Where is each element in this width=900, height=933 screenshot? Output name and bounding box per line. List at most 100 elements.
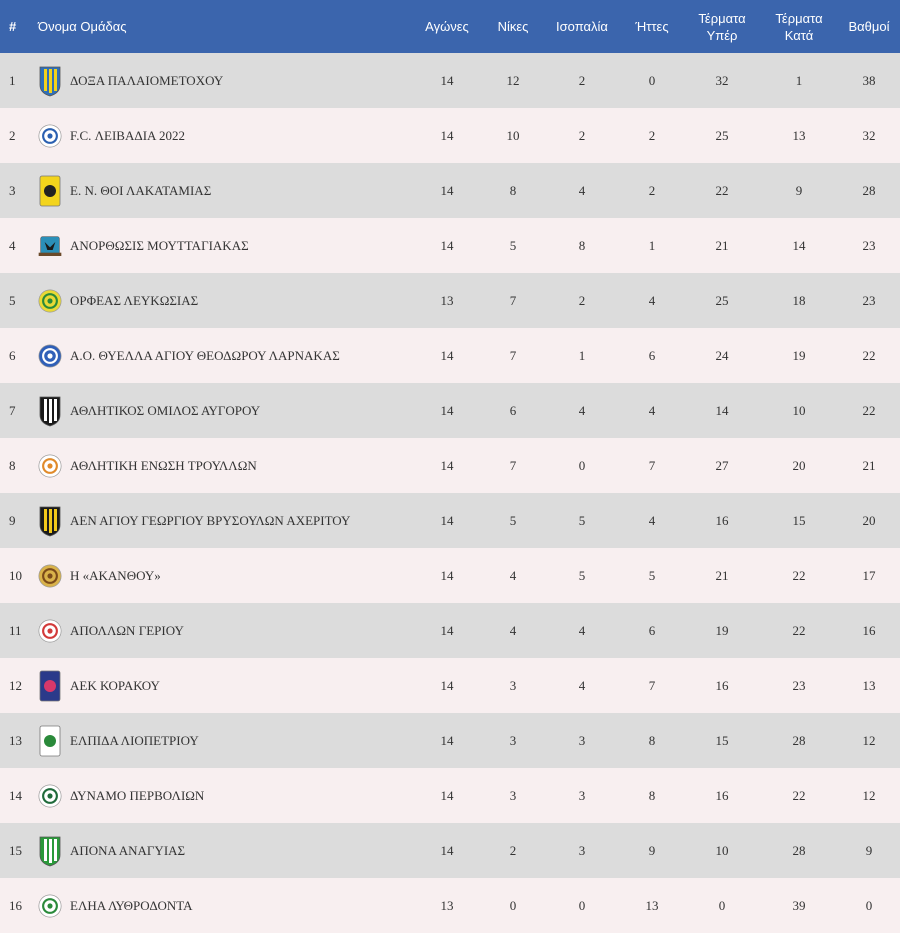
wins-cell: 6 [509,402,517,418]
team-cell[interactable]: ΑΕΚ ΚΟΡΑΚΟΥ [32,658,412,713]
goals-against-cell: 22 [792,622,806,638]
losses-cell: 2 [648,182,656,198]
table-row[interactable]: 14 ΔΥΝΑΜΟ ΠΕΡΒΟΛΙΩΝ 14 3 3 8 16 22 12 [0,768,900,823]
team-name[interactable]: ΔΥΝΑΜΟ ΠΕΡΒΟΛΙΩΝ [70,787,205,803]
team-name[interactable]: ΑΠΟΝΑ ΑΝΑΓΥΙΑΣ [70,842,186,858]
team-cell[interactable]: Ε. Ν. ΘΟΙ ΛΑΚΑΤΑΜΙΑΣ [32,163,412,218]
points-cell: 13 [862,677,876,693]
team-cell[interactable]: ΔΟΞΑ ΠΑΛΑΙΟΜΕΤΟΧΟΥ [32,53,412,108]
played-cell: 14 [440,72,454,88]
goals-against-cell: 19 [792,347,806,363]
team-cell[interactable]: ΑΠΟΝΑ ΑΝΑΓΥΙΑΣ [32,823,412,878]
table-row[interactable]: 10 Η «ΑΚΑΝΘΟΥ» 14 4 5 5 21 22 17 [0,548,900,603]
header-points[interactable]: Βαθμοί [848,19,890,34]
team-cell[interactable]: Α.Ο. ΘΥΕΛΛΑ ΑΓΙΟΥ ΘΕΟΔΩΡΟΥ ΛΑΡΝΑΚΑΣ [32,328,412,383]
shield-stripes-icon [38,834,62,868]
wins-cell: 10 [506,127,520,143]
table-row[interactable]: 16 ΕΛΗΑ ΛΥΘΡΟΔΟΝΤΑ 13 0 0 13 0 39 0 [0,878,900,933]
table-row[interactable]: 3 Ε. Ν. ΘΟΙ ΛΑΚΑΤΑΜΙΑΣ 14 8 4 2 22 9 28 [0,163,900,218]
points-cell: 22 [862,347,876,363]
team-name[interactable]: ΟΡΦΕΑΣ ΛΕΥΚΩΣΙΑΣ [70,292,199,308]
header-rank[interactable]: # [9,19,17,34]
table-row[interactable]: 6 Α.Ο. ΘΥΕΛΛΑ ΑΓΙΟΥ ΘΕΟΔΩΡΟΥ ΛΑΡΝΑΚΑΣ 14 7 1… [0,328,900,383]
rank-cell: 3 [9,182,16,198]
table-row[interactable]: 2 F.C. ΛΕΙΒΑΔΙΑ 2022 14 10 2 2 25 13 32 [0,108,900,163]
team-cell[interactable]: ΑΝΟΡΘΩΣΙΣ ΜΟΥΤΤΑΓΙΑΚΑΣ [32,218,412,273]
draws-cell: 5 [578,567,586,583]
table-row[interactable]: 15 ΑΠΟΝΑ ΑΝΑΓΥΙΑΣ 14 2 3 9 10 28 9 [0,823,900,878]
header-goals-for[interactable]: Τέρματα Υπέρ [684,0,760,53]
wins-cell: 4 [509,622,517,638]
team-cell[interactable]: ΑΠΟΛΛΩΝ ΓΕΡΙΟΥ [32,603,412,658]
team-cell[interactable]: Η «ΑΚΑΝΘΟΥ» [32,548,412,603]
team-name[interactable]: ΕΛΗΑ ΛΥΘΡΟΔΟΝΤΑ [70,897,193,913]
team-cell[interactable]: ΑΘΛΗΤΙΚΗ ΕΝΩΣΗ ΤΡΟΥΛΛΩΝ [32,438,412,493]
header-goals-against[interactable]: Τέρματα Κατά [760,0,838,53]
table-row[interactable]: 5 ΟΡΦΕΑΣ ΛΕΥΚΩΣΙΑΣ 13 7 2 4 25 18 23 [0,273,900,328]
shield-stripes-icon [38,64,62,98]
team-name[interactable]: ΑΝΟΡΘΩΣΙΣ ΜΟΥΤΤΑΓΙΑΚΑΣ [70,237,249,253]
team-name[interactable]: ΑΕΝ ΑΓΙΟΥ ΓΕΩΡΓΙΟΥ ΒΡΥΣΟΥΛΩΝ ΑΧΕΡΙΤΟΥ [70,512,351,528]
rank-cell: 2 [9,127,16,143]
rank-cell: 16 [9,897,22,913]
table-row[interactable]: 8 ΑΘΛΗΤΙΚΗ ΕΝΩΣΗ ΤΡΟΥΛΛΩΝ 14 7 0 7 27 20 21 [0,438,900,493]
team-name[interactable]: F.C. ΛΕΙΒΑΔΙΑ 2022 [70,127,185,143]
team-name[interactable]: Η «ΑΚΑΝΘΟΥ» [70,567,161,583]
goals-against-cell: 22 [792,567,806,583]
played-cell: 14 [440,512,454,528]
played-cell: 14 [440,842,454,858]
goals-for-cell: 15 [715,732,729,748]
header-draws[interactable]: Ισοπαλία [556,19,608,34]
round-crest-icon [38,449,62,483]
header-team-name[interactable]: Όνομα Ομάδας [38,19,127,34]
draws-cell: 2 [578,292,586,308]
header-goals-for-line2: Υπέρ [706,27,738,43]
points-cell: 32 [862,127,876,143]
badge-icon [38,174,62,208]
table-row[interactable]: 9 ΑΕΝ ΑΓΙΟΥ ΓΕΩΡΓΙΟΥ ΒΡΥΣΟΥΛΩΝ ΑΧΕΡΙΤΟΥ 14… [0,493,900,548]
goals-for-cell: 22 [715,182,729,198]
table-row[interactable]: 11 ΑΠΟΛΛΩΝ ΓΕΡΙΟΥ 14 4 4 6 19 22 16 [0,603,900,658]
team-cell[interactable]: F.C. ΛΕΙΒΑΔΙΑ 2022 [32,108,412,163]
badge-icon [38,669,62,703]
team-cell[interactable]: ΔΥΝΑΜΟ ΠΕΡΒΟΛΙΩΝ [32,768,412,823]
team-cell[interactable]: ΑΘΛΗΤΙΚΟΣ ΟΜΙΛΟΣ ΑΥΓΟΡΟΥ [32,383,412,438]
table-row[interactable]: 4 ΑΝΟΡΘΩΣΙΣ ΜΟΥΤΤΑΓΙΑΚΑΣ 14 5 8 1 21 14 23 [0,218,900,273]
header-wins[interactable]: Νίκες [497,19,529,34]
header-losses[interactable]: Ήττες [635,19,669,34]
rank-cell: 13 [9,732,22,748]
team-name[interactable]: Α.Ο. ΘΥΕΛΛΑ ΑΓΙΟΥ ΘΕΟΔΩΡΟΥ ΛΑΡΝΑΚΑΣ [70,347,340,363]
played-cell: 14 [440,677,454,693]
header-played[interactable]: Αγώνες [425,19,469,34]
rank-cell: 7 [9,402,16,418]
table-row[interactable]: 12 ΑΕΚ ΚΟΡΑΚΟΥ 14 3 4 7 16 23 13 [0,658,900,713]
goals-for-cell: 16 [715,512,729,528]
team-name[interactable]: ΑΘΛΗΤΙΚΗ ΕΝΩΣΗ ΤΡΟΥΛΛΩΝ [70,457,257,473]
goals-for-cell: 32 [715,72,729,88]
team-cell[interactable]: ΕΛΗΑ ΛΥΘΡΟΔΟΝΤΑ [32,878,412,933]
wins-cell: 2 [509,842,517,858]
draws-cell: 5 [578,512,586,528]
team-cell[interactable]: ΕΛΠΙΔΑ ΛΙΟΠΕΤΡΙΟΥ [32,713,412,768]
team-name[interactable]: ΔΟΞΑ ΠΑΛΑΙΟΜΕΤΟΧΟΥ [70,72,224,88]
team-name[interactable]: ΑΘΛΗΤΙΚΟΣ ΟΜΙΛΟΣ ΑΥΓΟΡΟΥ [70,402,261,418]
rank-cell: 15 [9,842,22,858]
team-cell[interactable]: ΑΕΝ ΑΓΙΟΥ ΓΕΩΡΓΙΟΥ ΒΡΥΣΟΥΛΩΝ ΑΧΕΡΙΤΟΥ [32,493,412,548]
losses-cell: 6 [648,347,656,363]
draws-cell: 2 [578,127,586,143]
wins-cell: 12 [506,72,520,88]
draws-cell: 1 [578,347,586,363]
table-row[interactable]: 7 ΑΘΛΗΤΙΚΟΣ ΟΜΙΛΟΣ ΑΥΓΟΡΟΥ 14 6 4 4 14 10 22 [0,383,900,438]
team-name[interactable]: ΕΛΠΙΔΑ ΛΙΟΠΕΤΡΙΟΥ [70,732,199,748]
team-name[interactable]: ΑΕΚ ΚΟΡΑΚΟΥ [70,677,160,693]
wins-cell: 8 [509,182,517,198]
table-row[interactable]: 13 ΕΛΠΙΔΑ ΛΙΟΠΕΤΡΙΟΥ 14 3 3 8 15 28 12 [0,713,900,768]
goals-against-cell: 18 [792,292,806,308]
round-crest-icon [38,889,62,923]
team-name[interactable]: ΑΠΟΛΛΩΝ ΓΕΡΙΟΥ [70,622,184,638]
team-name[interactable]: Ε. Ν. ΘΟΙ ΛΑΚΑΤΑΜΙΑΣ [70,182,212,198]
round-crest-icon [38,779,62,813]
table-row[interactable]: 1 ΔΟΞΑ ΠΑΛΑΙΟΜΕΤΟΧΟΥ 14 12 2 0 32 1 38 [0,53,900,108]
round-crest-icon [38,284,62,318]
team-cell[interactable]: ΟΡΦΕΑΣ ΛΕΥΚΩΣΙΑΣ [32,273,412,328]
